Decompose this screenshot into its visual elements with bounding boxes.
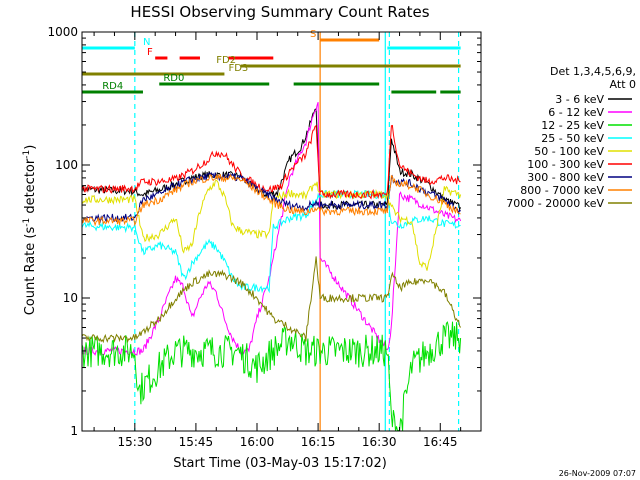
y-axis-label-sup1: -1: [22, 218, 32, 227]
state-label-S: S: [310, 29, 316, 40]
y-axis-label-part1: Count Rate (s: [23, 227, 38, 316]
legend-label-1: 6 - 12 keV: [548, 106, 604, 119]
y-axis-label-part3: ): [23, 145, 38, 150]
series-line-0: [82, 108, 462, 211]
chart-title: HESSI Observing Summary Count Rates: [130, 3, 429, 21]
legend-label-5: 100 - 300 keV: [527, 158, 604, 171]
y-tick-label-1: 10: [63, 291, 78, 305]
series-line-8: [82, 256, 462, 344]
state-label-FD3: FD3: [228, 63, 248, 74]
y-tick-label-2: 100: [55, 158, 78, 172]
legend-label-4: 50 - 100 keV: [534, 145, 604, 158]
state-label-N: N: [143, 37, 150, 48]
x-tick-label-3: 16:15: [301, 435, 336, 449]
legend-label-0: 3 - 6 keV: [555, 93, 604, 106]
y-tick-label-0: 1: [70, 424, 78, 438]
state-label-RD4: RD4: [102, 81, 123, 92]
x-tick-label-4: 16:30: [362, 435, 397, 449]
y-axis-label-part2: detector: [23, 158, 38, 218]
x-tick-label-5: 16:45: [423, 435, 458, 449]
y-tick-label-3: 1000: [47, 25, 78, 39]
x-tick-label-2: 16:00: [240, 435, 275, 449]
state-label-F: F: [147, 47, 153, 58]
legend-label-3: 25 - 50 keV: [541, 132, 604, 145]
axes: 1 10 100 1000 15:30 15:45 16:00 16:15 16:30 16:45: [47, 25, 482, 449]
series-line-7: [82, 173, 461, 227]
series-line-1: [82, 101, 462, 356]
x-tick-label-0: 15:30: [118, 435, 153, 449]
series-line-3: [82, 189, 461, 294]
legend-label-7: 800 - 7000 keV: [520, 184, 604, 197]
x-tick-label-1: 15:45: [179, 435, 214, 449]
series-line-5: [82, 124, 461, 200]
series-line-2: [82, 321, 462, 431]
y-axis-label: Count Rate (s-1 detector-1): [22, 145, 38, 316]
legend-label-8: 7000 - 20000 keV: [506, 197, 604, 210]
legend-label-6: 300 - 800 keV: [527, 171, 604, 184]
legend-label-2: 12 - 25 keV: [541, 119, 604, 132]
footer-timestamp: 26-Nov-2009 07:07: [559, 469, 636, 478]
state-label-FD2: FD2: [216, 55, 236, 66]
series-line-6: [82, 171, 461, 224]
legend-title-1: Det 1,3,4,5,6,9,: [550, 65, 636, 78]
state-label-RD0: RD0: [163, 73, 184, 84]
series-line-4: [82, 179, 462, 271]
y-axis-label-sup2: -1: [22, 150, 32, 159]
plot-frame: [81, 31, 482, 432]
legend-title-2: Att 0: [610, 78, 636, 91]
x-axis-label: Start Time (03-May-03 15:17:02): [173, 456, 387, 471]
